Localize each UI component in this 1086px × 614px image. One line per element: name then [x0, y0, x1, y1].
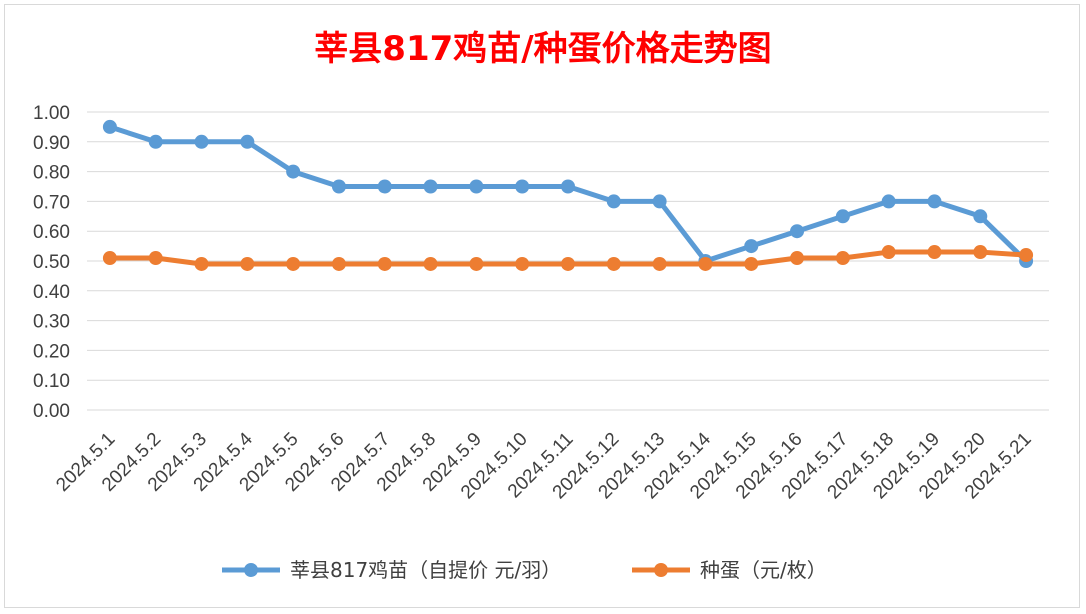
data-point — [927, 245, 942, 260]
chart-title: 莘县817鸡苗/种蛋价格走势图 — [314, 29, 771, 69]
data-point — [790, 251, 805, 266]
data-point — [469, 256, 484, 271]
data-point — [148, 251, 163, 266]
y-tick-label: 0.30 — [33, 312, 70, 333]
y-tick-label: 0.70 — [33, 192, 70, 213]
data-point — [515, 256, 530, 271]
data-point — [331, 179, 346, 194]
data-point — [561, 256, 575, 271]
data-point — [102, 119, 117, 134]
data-point — [515, 179, 530, 194]
y-tick-label: 1.00 — [33, 103, 70, 124]
y-tick-label: 0.60 — [33, 222, 70, 243]
data-point — [423, 179, 438, 194]
data-point — [286, 164, 301, 179]
data-point — [1019, 248, 1034, 263]
legend: 莘县817鸡苗（自提价 元/羽） 种蛋（元/枚） — [222, 558, 827, 582]
data-point — [790, 224, 805, 239]
y-axis-ticks: 0.00 0.10 0.20 0.30 0.40 0.50 0.60 0.70 0.80 0.90… — [33, 103, 70, 422]
legend-label: 莘县817鸡苗（自提价 元/羽） — [290, 558, 561, 582]
data-point — [148, 134, 163, 149]
data-point — [423, 256, 438, 271]
data-point — [286, 256, 301, 271]
data-point — [698, 256, 713, 271]
chart-frame — [4, 4, 1080, 608]
legend-label: 种蛋（元/枚） — [700, 558, 827, 582]
y-tick-label: 0.20 — [33, 341, 70, 362]
data-point — [606, 256, 621, 271]
data-point — [561, 179, 575, 194]
y-tick-label: 0.00 — [33, 401, 70, 422]
data-point — [973, 209, 988, 224]
data-point — [240, 134, 255, 149]
y-tick-label: 0.10 — [33, 371, 70, 392]
data-point — [377, 179, 392, 194]
legend-swatch-marker — [654, 563, 668, 577]
data-point — [881, 194, 896, 209]
data-point — [744, 239, 759, 254]
series-group — [102, 119, 1034, 271]
data-point — [835, 251, 850, 266]
data-point — [835, 209, 850, 224]
data-point — [194, 134, 209, 149]
data-point — [973, 245, 988, 260]
data-point — [377, 256, 392, 271]
data-point — [331, 256, 346, 271]
data-point — [744, 256, 759, 271]
data-point — [240, 256, 255, 271]
data-point — [652, 256, 667, 271]
y-tick-label: 0.90 — [33, 133, 70, 154]
x-axis-ticks: 2024.5.12024.5.22024.5.32024.5.42024.5.5… — [52, 428, 1035, 503]
y-tick-label: 0.80 — [33, 163, 70, 184]
data-point — [881, 245, 896, 260]
data-point — [927, 194, 942, 209]
y-tick-label: 0.40 — [33, 282, 70, 303]
legend-swatch-marker — [244, 563, 258, 577]
data-point — [606, 194, 621, 209]
y-tick-label: 0.50 — [33, 252, 70, 273]
data-point — [194, 256, 209, 271]
data-point — [102, 251, 117, 266]
data-point — [469, 179, 484, 194]
data-point — [652, 194, 667, 209]
